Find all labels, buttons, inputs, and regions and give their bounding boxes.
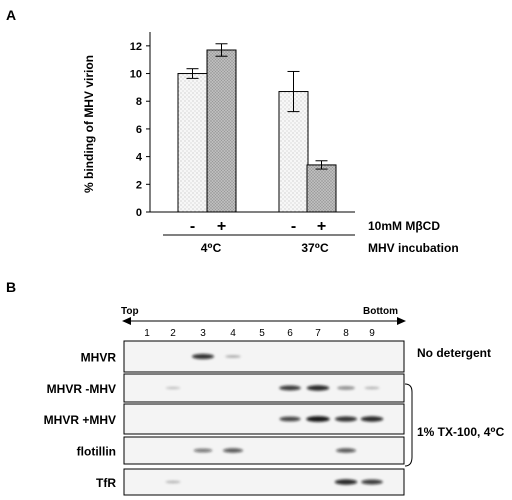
group-label-4c: 4⁰C bbox=[201, 241, 222, 255]
blot-row-4: flotillin bbox=[77, 436, 405, 465]
blot-band bbox=[279, 416, 301, 422]
detergent-bracket bbox=[404, 383, 413, 467]
blot-band bbox=[225, 355, 241, 358]
blot-row-3: MHVR +MHV bbox=[44, 403, 405, 435]
panel-a-label: A bbox=[6, 7, 16, 23]
blot-band bbox=[223, 448, 243, 453]
condition-row-label: 10mM MβCD bbox=[368, 219, 440, 233]
lane-number-4: 4 bbox=[230, 328, 236, 339]
bar-4 bbox=[306, 164, 337, 213]
no-detergent-label: No detergent bbox=[417, 346, 491, 360]
condition-marker-1: - bbox=[190, 218, 195, 235]
y-tick-label: 12 bbox=[130, 41, 142, 53]
top-label: Top bbox=[121, 306, 139, 317]
lane-number-1: 1 bbox=[144, 328, 150, 339]
condition-marker-4: + bbox=[317, 218, 326, 235]
y-tick-label: 8 bbox=[136, 96, 142, 108]
blot-strip bbox=[123, 373, 405, 403]
blot-band bbox=[165, 480, 181, 484]
y-tick-label: 10 bbox=[130, 69, 142, 81]
blot-band bbox=[360, 416, 384, 422]
y-tick-label: 6 bbox=[136, 124, 142, 136]
lane-number-3: 3 bbox=[200, 328, 206, 339]
blot-rows: MHVR MHVR -MHV MHVR +MHV flotillin TfR bbox=[44, 340, 405, 496]
lane-number-5: 5 bbox=[259, 328, 265, 339]
blot-band bbox=[192, 353, 214, 360]
bottom-label: Bottom bbox=[363, 306, 398, 317]
y-tick-label: 0 bbox=[136, 207, 142, 219]
blot-band bbox=[306, 385, 330, 391]
blot-row-label: MHVR bbox=[81, 351, 117, 365]
blot-band bbox=[306, 416, 330, 422]
lane-number-9: 9 bbox=[369, 328, 375, 339]
blot-row-label: flotillin bbox=[77, 445, 116, 459]
arrow-right-head bbox=[397, 317, 406, 325]
condition-markers: - + - + bbox=[190, 218, 326, 235]
lane-numbers: 1 2 3 4 5 6 7 8 9 bbox=[144, 328, 375, 339]
blot-strip bbox=[123, 436, 405, 465]
group-label-37c: 37⁰C bbox=[301, 241, 329, 255]
detergent-label: 1% TX-100, 4⁰C bbox=[417, 425, 505, 439]
blot-row-label: MHVR +MHV bbox=[44, 413, 116, 427]
blot-band bbox=[361, 479, 383, 485]
group-row-label: MHV incubation bbox=[368, 241, 459, 255]
y-tick-label: 4 bbox=[136, 152, 143, 164]
blot-row-label: TfR bbox=[96, 476, 116, 490]
bar-1 bbox=[177, 73, 208, 213]
blot-row-5: TfR bbox=[96, 468, 405, 496]
blot-band bbox=[279, 385, 301, 391]
blot-row-2: MHVR -MHV bbox=[47, 373, 405, 403]
bar-2 bbox=[206, 49, 237, 213]
lane-number-7: 7 bbox=[315, 328, 321, 339]
blot-strip bbox=[123, 340, 405, 373]
arrow-left-head bbox=[122, 317, 131, 325]
blot-band bbox=[364, 386, 380, 390]
blot-band bbox=[336, 448, 356, 453]
y-axis-ticks: 0 2 4 6 8 10 12 bbox=[130, 41, 150, 219]
lane-number-8: 8 bbox=[343, 328, 349, 339]
lane-number-2: 2 bbox=[170, 328, 176, 339]
y-axis-label: % binding of MHV virion bbox=[82, 55, 96, 193]
blot-band bbox=[337, 386, 355, 390]
blot-band bbox=[335, 416, 357, 422]
lane-number-6: 6 bbox=[287, 328, 293, 339]
panel-b-label: B bbox=[6, 279, 16, 295]
blot-band bbox=[193, 448, 213, 453]
bar-series bbox=[177, 43, 337, 213]
blot-strip bbox=[123, 403, 405, 435]
blot-band bbox=[165, 386, 181, 390]
condition-marker-2: + bbox=[217, 218, 226, 235]
blot-band bbox=[334, 479, 358, 485]
blot-row-1: MHVR bbox=[81, 340, 405, 373]
condition-marker-3: - bbox=[291, 218, 296, 235]
y-tick-label: 2 bbox=[136, 179, 142, 191]
blot-row-label: MHVR -MHV bbox=[47, 382, 116, 396]
